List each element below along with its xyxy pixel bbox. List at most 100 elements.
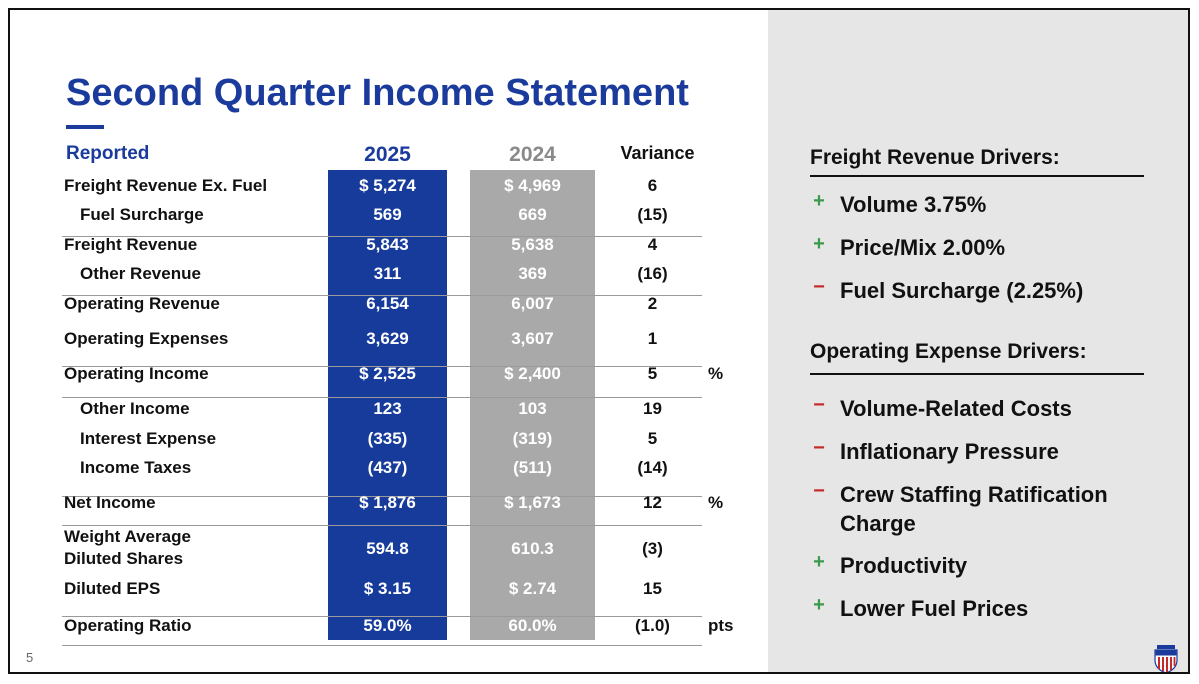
row-label: Fuel Surcharge bbox=[80, 205, 204, 224]
row-label-line1: Weight Average bbox=[64, 527, 191, 546]
row-separator bbox=[62, 496, 702, 497]
row-label: Operating Expenses bbox=[64, 329, 229, 348]
minus-icon: − bbox=[813, 437, 825, 459]
variance-value: 4 bbox=[647, 235, 658, 254]
page-title: Second Quarter Income Statement bbox=[66, 72, 689, 114]
row-separator bbox=[62, 616, 702, 617]
driver-text: Volume-Related Costs bbox=[840, 396, 1072, 421]
row-label: Freight Revenue bbox=[64, 235, 198, 254]
value-2024: (319) bbox=[512, 429, 553, 448]
row-label: Interest Expense bbox=[80, 429, 217, 448]
title-underline bbox=[66, 125, 104, 129]
value-2025: 311 bbox=[373, 264, 402, 283]
freight-drivers-rule bbox=[810, 175, 1144, 177]
variance-value: (1.0) bbox=[635, 616, 670, 635]
row-label: Other Revenue bbox=[80, 264, 201, 283]
row-label: Operating Income bbox=[64, 364, 209, 383]
value-2025: (437) bbox=[367, 458, 408, 477]
expense-drivers-title: Operating Expense Drivers: bbox=[810, 340, 1087, 363]
slide: Second Quarter Income Statement Reported… bbox=[8, 8, 1190, 674]
variance-value: 1 bbox=[647, 329, 658, 348]
variance-unit: pts bbox=[708, 616, 734, 635]
value-2025: (335) bbox=[367, 429, 408, 448]
row-label: Income Taxes bbox=[80, 458, 192, 477]
minus-icon: − bbox=[813, 276, 825, 298]
page-number: 5 bbox=[26, 650, 34, 665]
header-2024: 2024 bbox=[509, 143, 556, 166]
row-separator bbox=[62, 295, 702, 296]
driver-text: Lower Fuel Prices bbox=[840, 596, 1029, 621]
freight-drivers-title: Freight Revenue Drivers: bbox=[810, 146, 1060, 169]
variance-value: 6 bbox=[647, 176, 658, 195]
value-2024: 5,638 bbox=[511, 235, 554, 254]
row-separator bbox=[62, 645, 702, 646]
variance-value: (14) bbox=[637, 458, 668, 477]
row-label: Diluted EPS bbox=[64, 579, 161, 598]
value-2024: 6,007 bbox=[511, 294, 554, 313]
row-label: Operating Ratio bbox=[64, 616, 192, 635]
value-2024: 103 bbox=[518, 399, 547, 418]
driver-text-line1: Crew Staffing Ratification bbox=[840, 482, 1108, 507]
plus-icon: + bbox=[813, 551, 825, 573]
plus-icon: + bbox=[813, 233, 825, 255]
row-separator bbox=[62, 525, 702, 526]
value-2025: $ 3.15 bbox=[363, 579, 412, 598]
row-label-line2: Diluted Shares bbox=[64, 549, 184, 568]
variance-value: 15 bbox=[643, 579, 662, 598]
plus-icon: + bbox=[813, 594, 825, 616]
value-2024: (511) bbox=[513, 458, 552, 477]
variance-value: (3) bbox=[642, 539, 663, 558]
value-2025: 594.8 bbox=[366, 539, 409, 558]
row-separator bbox=[62, 236, 702, 237]
driver-text: Volume 3.75% bbox=[840, 192, 987, 217]
header-variance: Variance bbox=[620, 143, 695, 163]
value-2024: 369 bbox=[518, 264, 547, 283]
expense-drivers-rule bbox=[810, 373, 1144, 375]
variance-value: 5 bbox=[647, 429, 658, 448]
row-label: Other Income bbox=[80, 399, 190, 418]
value-2025: 59.0% bbox=[363, 616, 412, 635]
value-2024: $ 1,673 bbox=[504, 493, 561, 512]
row-label: Net Income bbox=[64, 493, 156, 512]
variance-value: (15) bbox=[637, 205, 668, 224]
variance-unit: % bbox=[708, 364, 724, 383]
variance-unit: % bbox=[708, 493, 724, 512]
minus-icon: − bbox=[813, 480, 825, 502]
value-2024: 60.0% bbox=[508, 616, 557, 635]
value-2024: 610.3 bbox=[511, 539, 554, 558]
column-2025-background bbox=[328, 170, 447, 640]
minus-icon: − bbox=[813, 394, 825, 416]
value-2025: $ 1,876 bbox=[359, 493, 416, 512]
variance-value: 2 bbox=[647, 294, 658, 313]
value-2025: 6,154 bbox=[366, 294, 409, 313]
value-2024: 669 bbox=[518, 205, 547, 224]
value-2025: 569 bbox=[373, 205, 402, 224]
value-2025: 3,629 bbox=[366, 329, 409, 348]
row-label: Freight Revenue Ex. Fuel bbox=[64, 176, 268, 195]
plus-icon: + bbox=[813, 190, 825, 212]
value-2025: $ 2,525 bbox=[359, 364, 416, 383]
drivers-panel bbox=[768, 10, 1188, 672]
row-separator bbox=[62, 366, 702, 367]
value-2025: $ 5,274 bbox=[359, 176, 416, 195]
driver-text: Productivity bbox=[840, 553, 968, 578]
driver-text-line2: Charge bbox=[840, 511, 916, 536]
value-2025: 5,843 bbox=[366, 235, 409, 254]
value-2024: $ 2,400 bbox=[504, 364, 561, 383]
variance-value: 19 bbox=[643, 399, 662, 418]
driver-text: Fuel Surcharge (2.25%) bbox=[840, 278, 1084, 303]
value-2024: 3,607 bbox=[511, 329, 554, 348]
header-reported: Reported bbox=[66, 143, 150, 164]
value-2024: $ 2.74 bbox=[508, 579, 557, 598]
header-2025: 2025 bbox=[364, 143, 411, 166]
row-label: Operating Revenue bbox=[64, 294, 220, 313]
driver-text: Price/Mix 2.00% bbox=[840, 235, 1006, 260]
variance-value: (16) bbox=[637, 264, 668, 283]
row-separator bbox=[62, 397, 702, 398]
union-pacific-shield-icon bbox=[1154, 645, 1178, 672]
column-2024-background bbox=[470, 170, 595, 640]
value-2024: $ 4,969 bbox=[504, 176, 561, 195]
driver-text: Inflationary Pressure bbox=[840, 439, 1059, 464]
variance-value: 5 bbox=[647, 364, 658, 383]
value-2025: 123 bbox=[373, 399, 402, 418]
